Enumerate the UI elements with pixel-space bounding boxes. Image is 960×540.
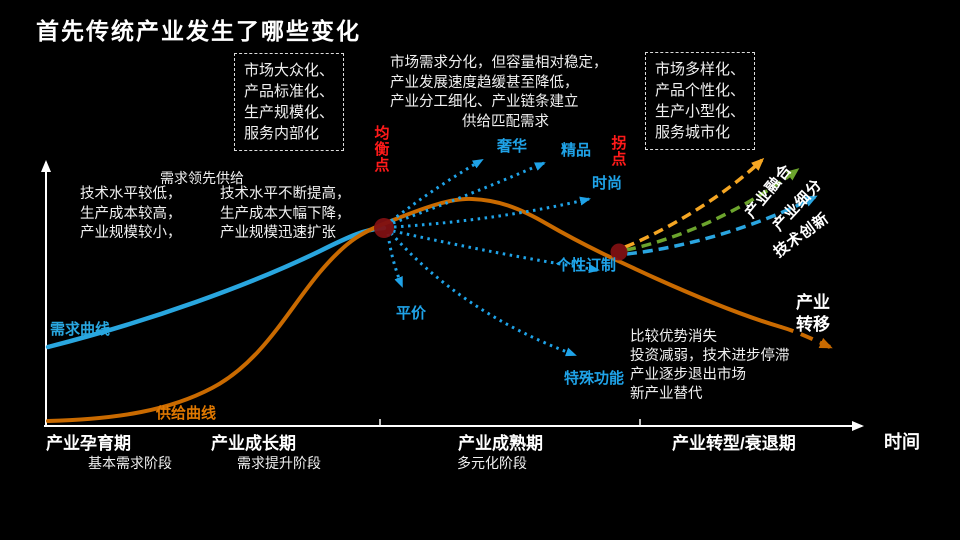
incubation-line: 生产成本较高， [80,205,182,222]
industry-transfer-line: 产业 [796,293,830,312]
growth-line: 生产成本大幅下降， [220,205,351,222]
decline-line: 投资减弱，技术进步停滞 [630,348,790,364]
transform-box-line: 市场多样化、 [655,61,746,78]
branch-custom-made-label: 个性订制 [556,257,617,274]
equilibrium-point-dot [374,218,394,238]
incubation-characteristics: 技术水平较低， 生产成本较高， 产业规模较小， [80,185,182,244]
industry-transfer-label: 产业 转移 [786,292,840,336]
inflection-point-label: 拐点 [611,135,627,168]
demand-curve [45,225,387,350]
equilibrium-point-label: 均衡点 [374,125,390,174]
stage-incubation-label: 产业孕育期 [46,434,131,453]
fan-curve-innovation [626,195,818,256]
substage-diversification-label: 多元化阶段 [457,455,527,471]
decline-line: 新产业替代 [630,386,703,402]
growth-box-line: 市场大众化、 [244,62,335,79]
incubation-line: 技术水平较低， [80,186,182,202]
page-title: 首先传统产业发生了哪些变化 [36,18,361,44]
fan-curve-segmentation [625,168,800,252]
stage-transform-decline-label: 产业转型/衰退期 [672,434,796,453]
transform-box-line: 生产小型化、 [655,103,746,120]
fan-curve-fusion [624,157,765,249]
substage-basic-demand-label: 基本需求阶段 [88,455,172,471]
decline-phase-text: 比较优势消失 投资减弱，技术进步停滞 产业逐步退出市场 新产业替代 [630,328,790,404]
substage-demand-upgrade-label: 需求提升阶段 [237,455,321,471]
transform-box-line: 产品个性化、 [655,82,746,99]
growth-characteristics: 技术水平不断提高， 生产成本大幅下降， 产业规模迅速扩张 [220,185,351,244]
decline-line: 比较优势消失 [630,329,717,345]
branch-rays [386,158,600,357]
branch-luxury-label: 奢华 [497,138,528,155]
growth-line: 产业规模迅速扩张 [220,225,336,241]
stage-maturity-label: 产业成熟期 [458,434,543,453]
supply-curve [46,196,783,423]
growth-box-line: 服务内部化 [244,125,320,142]
demand-curve-label: 需求曲线 [50,321,111,338]
time-axis-label: 时间 [884,432,920,452]
supply-curve-decline-dashed [780,325,833,349]
maturity-text-line: 产业发展速度趋缓甚至降低， [390,74,579,91]
decline-line: 产业逐步退出市场 [630,367,746,383]
growth-box-line: 产品标准化、 [244,83,335,100]
branch-budget-label: 平价 [396,305,427,322]
growth-box-line: 生产规模化、 [244,104,335,121]
maturity-text-line: 市场需求分化，但容量相对稳定， [390,55,608,71]
branch-boutique-label: 精品 [561,142,592,159]
maturity-phase-text: 市场需求分化，但容量相对稳定， 产业发展速度趋缓甚至降低， 产业分工细化、产业链… [390,54,608,132]
ray-custom [392,229,600,274]
ray-luxury [390,158,484,223]
inflection-point-dot [610,243,628,261]
demand-leads-supply-label: 需求领先供给 [160,170,244,186]
growth-line: 技术水平不断提高， [220,186,351,202]
supply-curve-label: 供给曲线 [156,405,217,422]
maturity-text-line: 供给匹配需求 [462,113,549,130]
incubation-line: 产业规模较小， [80,225,182,241]
ray-budget [386,233,404,288]
transform-phase-box: 市场多样化、 产品个性化、 生产小型化、 服务城市化 [645,52,756,150]
maturity-text-line: 产业分工细化、产业链条建立 [390,94,579,110]
transform-box-line: 服务城市化 [655,124,731,141]
branch-special-function-label: 特殊功能 [564,370,625,387]
stage-growth-label: 产业成长期 [211,434,296,453]
x-axis [44,419,864,431]
growth-phase-box: 市场大众化、 产品标准化、 生产规模化、 服务内部化 [234,53,345,151]
branch-fashion-label: 时尚 [592,175,623,192]
industry-transfer-line: 转移 [796,315,830,334]
